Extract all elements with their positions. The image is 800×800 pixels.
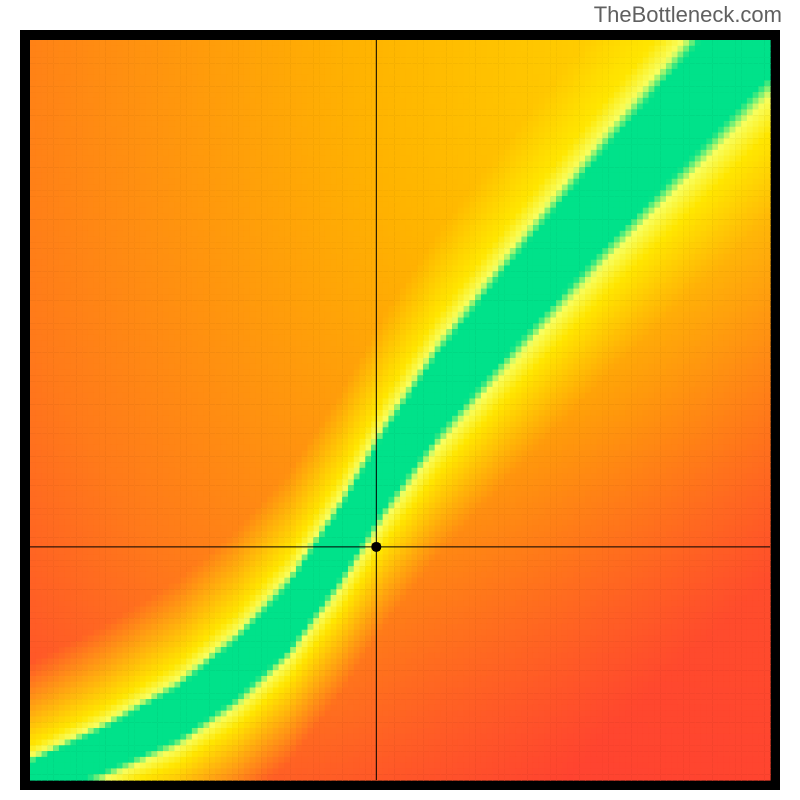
heatmap-canvas (20, 30, 780, 790)
watermark-text: TheBottleneck.com (594, 2, 782, 28)
bottleneck-heatmap (20, 30, 780, 790)
